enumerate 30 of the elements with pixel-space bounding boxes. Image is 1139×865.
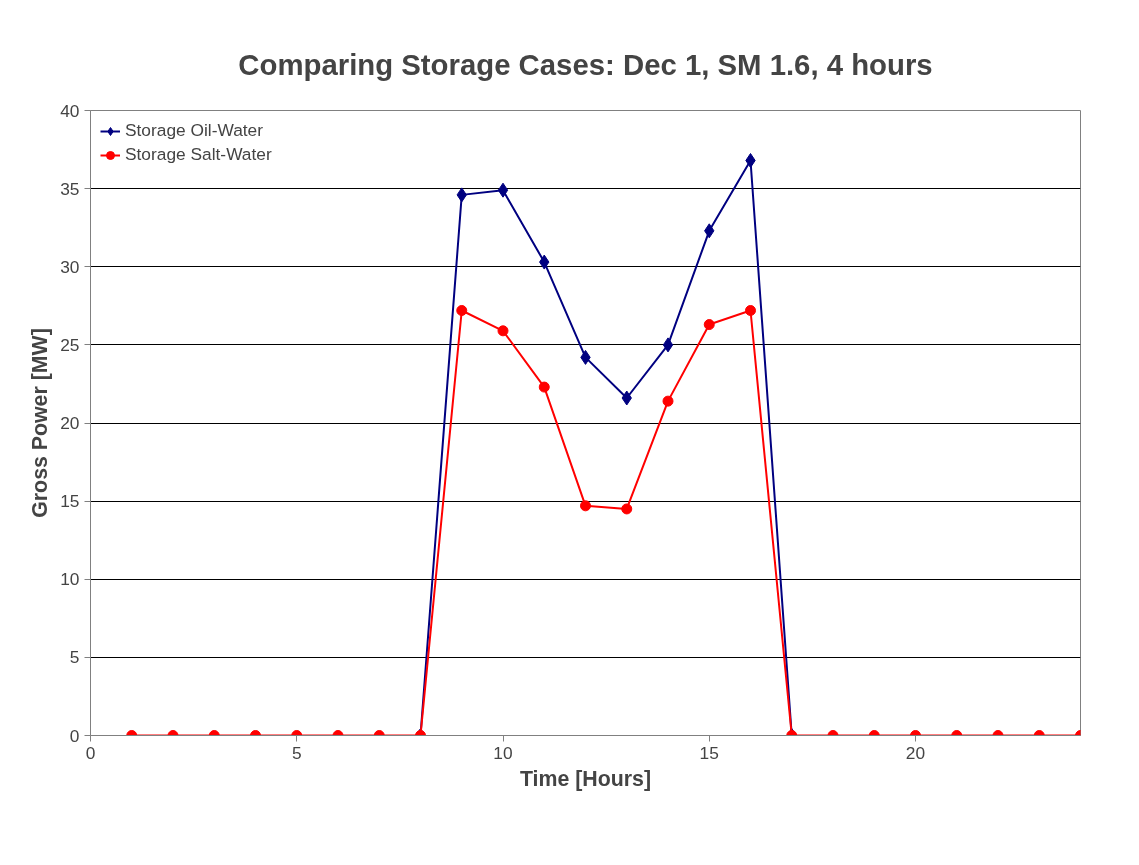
point — [621, 503, 633, 515]
y-tick-label: 10 — [60, 569, 80, 590]
y-tick-label: 20 — [60, 413, 80, 433]
x-tick-label: 5 — [291, 742, 302, 763]
y-tick-label: 0 — [69, 725, 80, 746]
y-tick-label: 30 — [60, 256, 80, 277]
chart-title: Comparing Storage Cases: Dec 1, SM 1.6, 4 hours — [238, 47, 933, 81]
point — [745, 153, 756, 168]
legend-label: Storage Oil-Water — [125, 120, 264, 141]
y-tick-label: 5 — [69, 647, 80, 668]
x-tick-label: 0 — [85, 742, 96, 763]
legend-label: Storage Salt-Water — [125, 144, 272, 165]
point — [497, 325, 509, 337]
y-tick-label: 15 — [60, 491, 80, 512]
y-tick-label: 25 — [60, 334, 80, 355]
point — [538, 381, 550, 393]
y-tick-label: 40 — [60, 100, 80, 121]
x-tick-label: 15 — [699, 742, 719, 763]
point — [497, 182, 509, 198]
x-tick-label: 20 — [905, 742, 926, 763]
point — [662, 395, 674, 407]
x-axis-title: Time [Hours] — [519, 766, 652, 791]
point — [703, 319, 715, 331]
point — [745, 305, 756, 316]
point — [456, 305, 468, 316]
point — [580, 500, 591, 512]
y-axis-title: Gross Power [MW] — [28, 328, 53, 518]
x-tick-label: 10 — [493, 742, 513, 763]
y-tick-label: 35 — [60, 178, 80, 199]
point — [662, 337, 674, 353]
